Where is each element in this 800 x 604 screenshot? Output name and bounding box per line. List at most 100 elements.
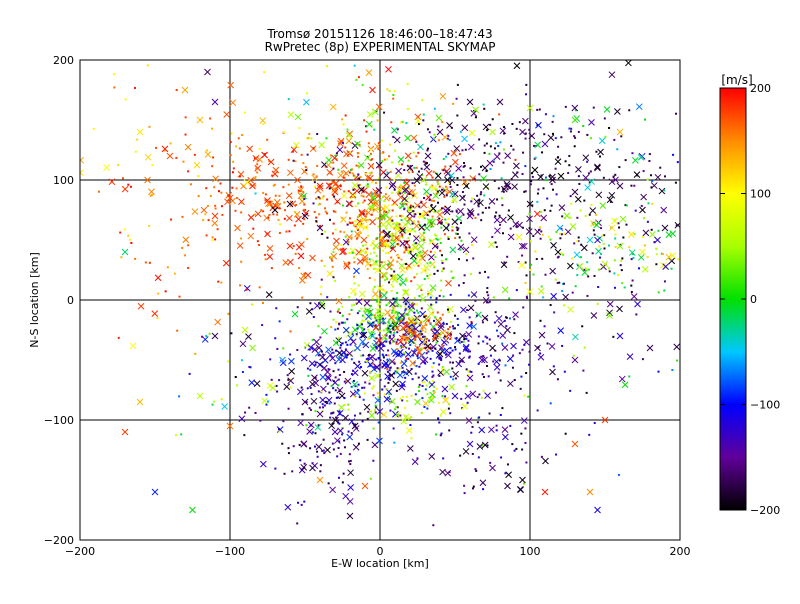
data-point-cross bbox=[271, 170, 279, 178]
data-point-cross bbox=[267, 158, 275, 166]
data-point-dot bbox=[455, 336, 458, 339]
data-point-dot bbox=[354, 175, 357, 178]
data-point-dot bbox=[446, 137, 449, 140]
data-point-dot bbox=[337, 419, 340, 422]
data-point-dot bbox=[418, 205, 421, 208]
data-point-dot bbox=[221, 213, 224, 216]
data-point-dot bbox=[441, 261, 444, 264]
data-point-dot bbox=[631, 279, 634, 282]
data-point-cross bbox=[426, 303, 434, 311]
data-point-dot bbox=[477, 362, 480, 365]
data-point-dot bbox=[528, 227, 531, 230]
data-point-dot bbox=[393, 90, 396, 93]
data-point-dot bbox=[531, 204, 534, 207]
data-point-cross bbox=[427, 310, 435, 317]
data-point-dot bbox=[451, 225, 454, 228]
data-point-cross bbox=[453, 145, 461, 152]
data-point-cross bbox=[226, 194, 234, 202]
data-point-dot bbox=[208, 332, 211, 335]
data-point-cross bbox=[346, 433, 354, 441]
data-point-cross bbox=[439, 92, 447, 100]
data-point-dot bbox=[359, 218, 362, 221]
data-point-cross bbox=[594, 506, 601, 514]
data-point-dot bbox=[521, 254, 524, 257]
data-point-dot bbox=[362, 195, 365, 198]
data-point-dot bbox=[332, 351, 335, 354]
data-point-dot bbox=[363, 392, 366, 395]
data-point-dot bbox=[346, 343, 349, 346]
data-point-dot bbox=[564, 105, 567, 108]
data-point-cross bbox=[394, 224, 402, 232]
data-point-dot bbox=[409, 165, 412, 168]
data-point-dot bbox=[462, 281, 465, 284]
data-point-dot bbox=[344, 172, 347, 175]
data-point-dot bbox=[348, 460, 351, 463]
data-point-dot bbox=[391, 234, 394, 237]
data-point-dot bbox=[467, 373, 470, 376]
data-point-dot bbox=[647, 202, 650, 205]
data-point-dot bbox=[407, 237, 410, 240]
data-point-dot bbox=[350, 308, 353, 311]
data-point-dot bbox=[264, 199, 267, 202]
data-point-dot bbox=[216, 228, 219, 231]
data-point-dot bbox=[416, 457, 419, 460]
data-point-dot bbox=[349, 463, 352, 466]
data-point-dot bbox=[431, 176, 434, 179]
data-point-dot bbox=[456, 232, 459, 235]
data-point-dot bbox=[326, 382, 329, 385]
data-point-dot bbox=[388, 369, 391, 372]
data-point-dot bbox=[460, 239, 463, 242]
data-point-cross bbox=[510, 342, 517, 350]
data-point-cross bbox=[537, 173, 544, 181]
data-point-dot bbox=[336, 327, 339, 330]
data-point-dot bbox=[508, 317, 511, 320]
data-point-cross bbox=[366, 321, 374, 329]
data-point-cross bbox=[512, 220, 520, 228]
data-point-dot bbox=[392, 297, 395, 300]
data-point-cross bbox=[291, 310, 299, 318]
data-point-dot bbox=[353, 261, 356, 264]
data-point-cross bbox=[479, 479, 487, 487]
data-point-cross bbox=[534, 141, 541, 149]
data-point-dot bbox=[554, 278, 557, 281]
data-point-dot bbox=[528, 128, 531, 131]
data-point-dot bbox=[389, 409, 392, 412]
data-point-dot bbox=[653, 241, 656, 244]
data-point-dot bbox=[494, 311, 497, 314]
data-point-dot bbox=[283, 217, 286, 220]
data-point-dot bbox=[676, 359, 679, 362]
data-point-dot bbox=[541, 233, 544, 236]
data-point-dot bbox=[309, 408, 312, 411]
data-point-cross bbox=[526, 215, 533, 223]
data-point-dot bbox=[397, 192, 400, 195]
data-point-dot bbox=[302, 162, 305, 165]
data-point-dot bbox=[383, 261, 386, 264]
data-point-dot bbox=[511, 366, 514, 369]
data-point-dot bbox=[243, 434, 246, 437]
data-point-dot bbox=[498, 214, 501, 217]
data-point-dot bbox=[524, 441, 527, 444]
data-point-dot bbox=[329, 416, 332, 419]
data-point-dot bbox=[296, 522, 299, 525]
data-point-dot bbox=[419, 213, 422, 216]
data-point-dot bbox=[308, 407, 311, 410]
data-point-dot bbox=[349, 459, 352, 462]
data-point-dot bbox=[503, 261, 506, 264]
data-point-dot bbox=[351, 251, 354, 254]
data-point-dot bbox=[341, 481, 344, 484]
data-point-dot bbox=[306, 92, 309, 95]
data-point-dot bbox=[356, 216, 359, 219]
data-point-cross bbox=[541, 488, 549, 496]
data-point-dot bbox=[524, 165, 527, 168]
data-point-dot bbox=[660, 252, 663, 255]
data-point-cross bbox=[504, 326, 511, 334]
data-point-dot bbox=[220, 191, 223, 194]
data-point-dot bbox=[499, 414, 502, 417]
data-point-dot bbox=[252, 227, 255, 230]
data-point-dot bbox=[340, 244, 343, 247]
data-point-cross bbox=[507, 214, 514, 221]
data-point-dot bbox=[227, 312, 230, 315]
data-point-dot bbox=[359, 222, 362, 225]
data-point-dot bbox=[235, 187, 238, 190]
data-point-dot bbox=[275, 384, 278, 387]
